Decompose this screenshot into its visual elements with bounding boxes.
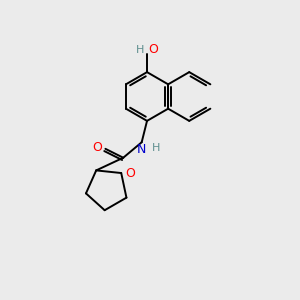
Text: N: N: [137, 143, 146, 156]
Text: O: O: [92, 141, 102, 154]
Text: O: O: [125, 167, 135, 179]
Text: O: O: [148, 43, 158, 56]
Text: H: H: [136, 45, 145, 55]
Text: H: H: [152, 143, 160, 153]
